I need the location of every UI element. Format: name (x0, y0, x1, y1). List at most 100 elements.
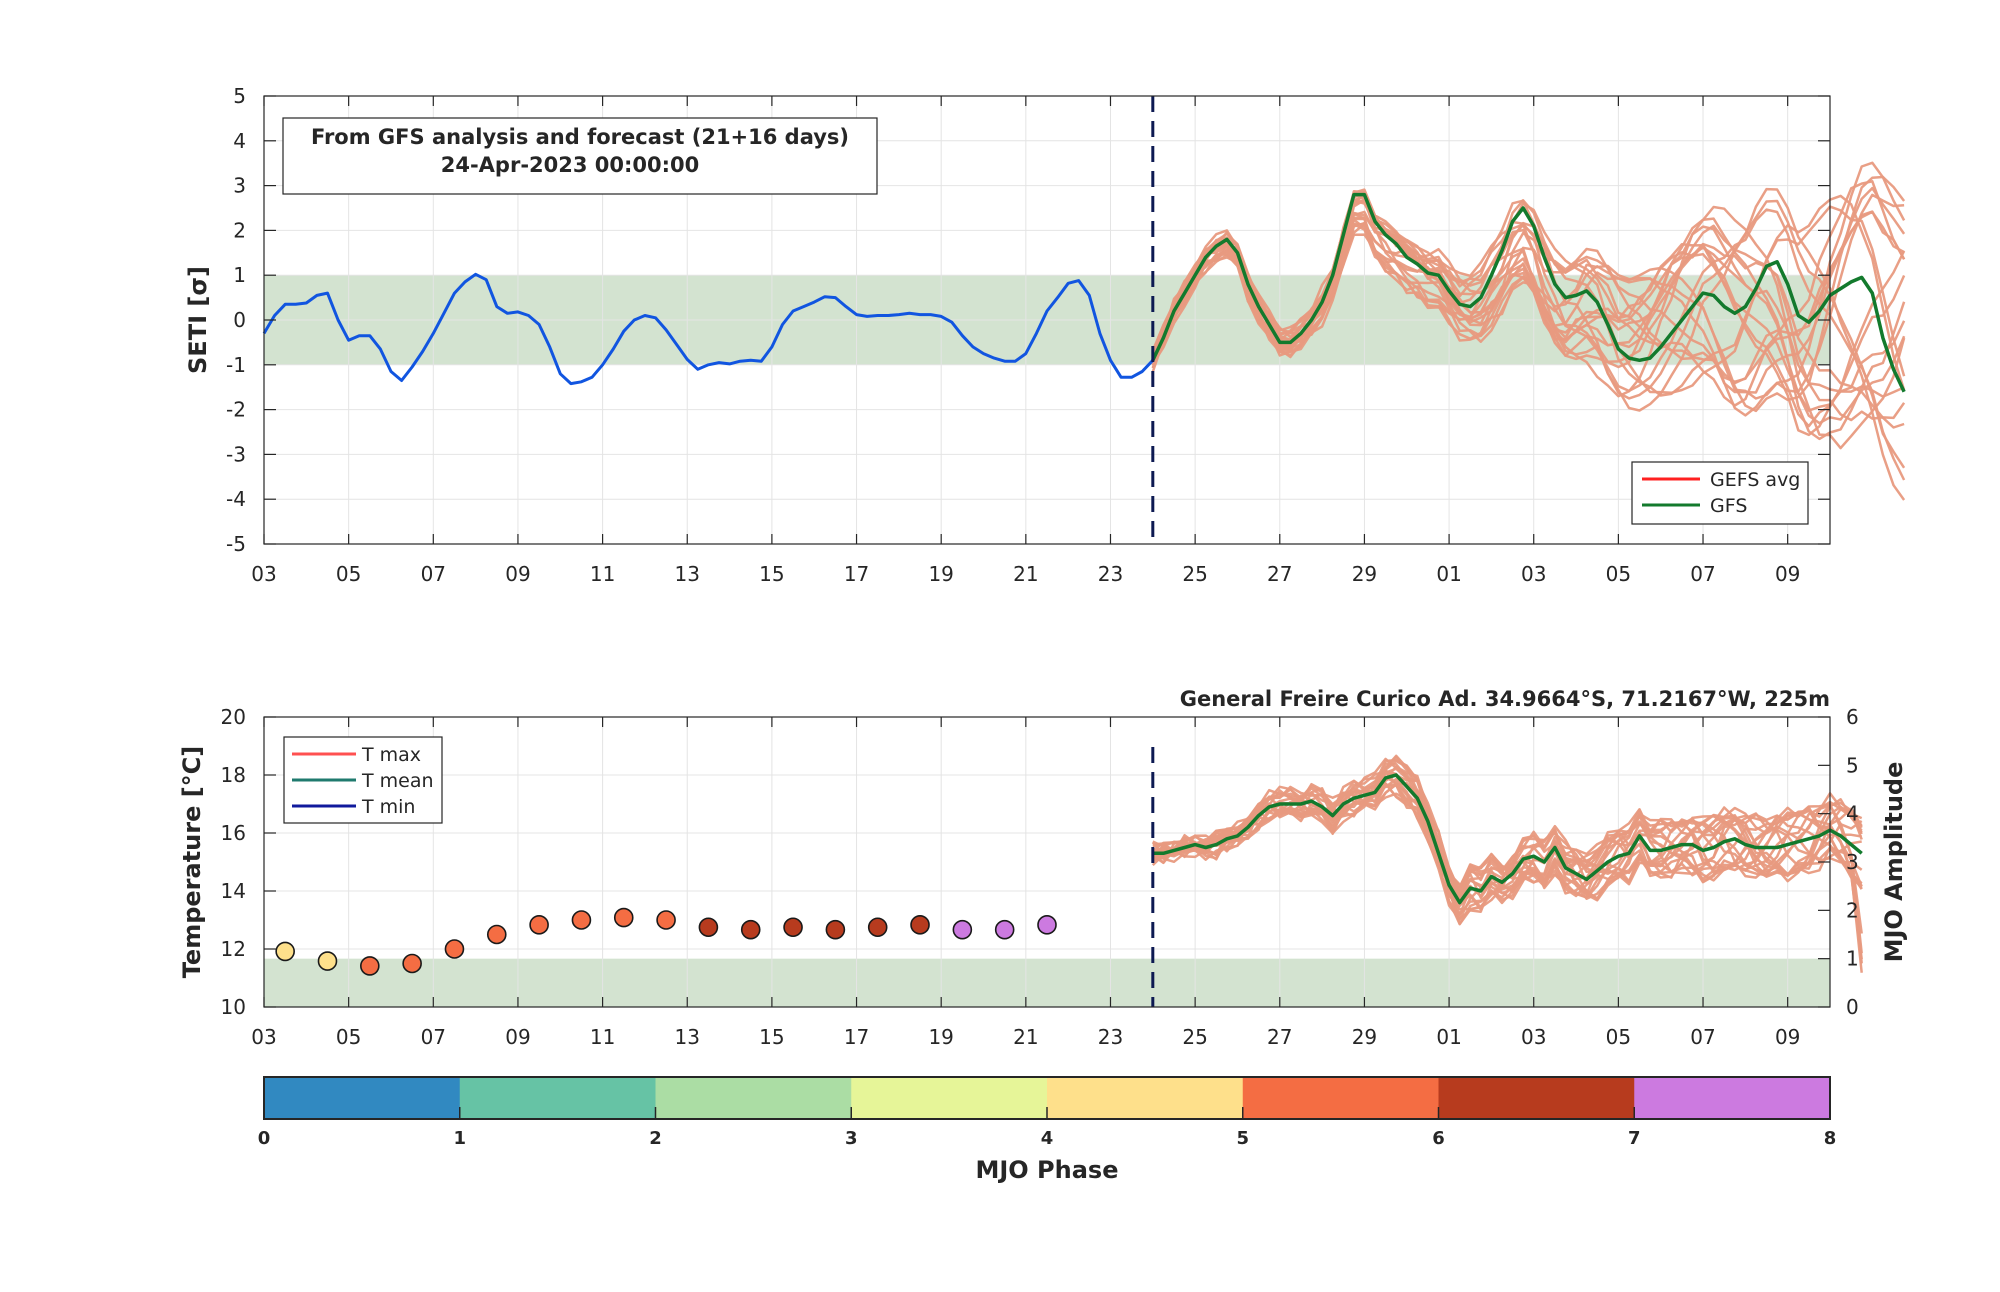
seti-ensemble-member (1151, 199, 1906, 481)
seti-gfs-line (1151, 192, 1906, 393)
colorbar-tick-label: 2 (649, 1128, 662, 1149)
colorbar-cell (1438, 1077, 1635, 1119)
mjo-point (740, 919, 761, 940)
temperature-x-tick-label: 29 (1352, 1025, 1377, 1049)
colorbar-tick-label: 7 (1628, 1128, 1641, 1149)
mjo-amplitude-tick-label: 6 (1846, 705, 1859, 729)
temperature-x-tick-label: 27 (1267, 1025, 1292, 1049)
temperature-x-tick-label: 19 (928, 1025, 953, 1049)
mjo-amplitude-band (264, 958, 1830, 1007)
colorbar-tick-label: 4 (1041, 1128, 1054, 1149)
mjo-point (317, 951, 338, 971)
seti-x-tick-label: 01 (1436, 562, 1461, 586)
colorbar-tick-label: 6 (1432, 1128, 1445, 1149)
legend-gefs-avg-label: GEFS avg (1710, 469, 1800, 491)
seti-panel: 03 05 07 09 11 13 15 17 19 21 23 25 27 29 01 03 05 07 09-5… (184, 84, 1906, 586)
seti-ensemble-member (1151, 180, 1906, 407)
temperature-x-tick-label: 03 (251, 1025, 276, 1049)
temperature-x-tick-label: 09 (1775, 1025, 1800, 1049)
colorbar-tick-label: 0 (258, 1128, 271, 1149)
seti-x-tick-label: 25 (1182, 562, 1207, 586)
colorbar-tick-label: 3 (845, 1128, 858, 1149)
colorbar-cell (851, 1077, 1048, 1119)
colorbar-cell (1242, 1077, 1439, 1119)
mjo-point (613, 907, 634, 928)
seti-x-tick-label: 07 (421, 562, 446, 586)
mjo-amplitude-tick-label: 4 (1846, 802, 1859, 826)
colorbar-cell (459, 1077, 656, 1119)
mjo-amplitude-tick-label: 3 (1846, 850, 1859, 874)
temperature-x-tick-label: 01 (1436, 1025, 1461, 1049)
temperature-ensemble-member (1152, 783, 1863, 960)
temperature-y-tick-label: 18 (221, 763, 246, 787)
mjo-point (910, 915, 930, 935)
seti-x-tick-label: 15 (759, 562, 784, 586)
mjo-point (825, 919, 846, 940)
annotation-line-1: From GFS analysis and forecast (21+16 da… (311, 125, 849, 149)
seti-y-tick-label: 4 (233, 129, 246, 153)
temperature-x-tick-label: 05 (1606, 1025, 1631, 1049)
mjo-point (1037, 915, 1057, 935)
mjo-point (994, 919, 1015, 940)
temperature-y-tick-label: 14 (221, 879, 246, 903)
seti-x-tick-label: 11 (590, 562, 615, 586)
seti-legend (1631, 461, 1809, 525)
temperature-gfs-line (1152, 773, 1863, 905)
seti-x-tick-label: 21 (1013, 562, 1038, 586)
annotation-line-2: 24-Apr-2023 00:00:00 (441, 153, 700, 177)
colorbar-cells (264, 1077, 1831, 1119)
temperature-x-tick-label: 03 (1521, 1025, 1546, 1049)
legend-tmax-label: T max (361, 744, 421, 766)
colorbar-ticks: 0 1 2 3 4 5 6 7 8 (258, 1107, 1836, 1149)
mjo-amplitude-tick-label: 5 (1846, 753, 1859, 777)
seti-x-tick-label: 03 (251, 562, 276, 586)
mjo-point (402, 953, 422, 974)
mjo-point (360, 956, 380, 976)
mjo-amplitude-axis-label: MJO Amplitude (1880, 762, 1908, 963)
temperature-y-tick-label: 20 (221, 705, 246, 729)
mjo-amplitude-tick-label: 2 (1846, 898, 1859, 922)
mjo-point (486, 924, 507, 945)
temperature-x-tick-label: 07 (1690, 1025, 1715, 1049)
seti-x-tick-label: 09 (1775, 562, 1800, 586)
temperature-x-tick-label: 17 (844, 1025, 869, 1049)
seti-x-tick-label: 23 (1098, 562, 1123, 586)
legend-tmean-label: T mean (361, 770, 434, 792)
mjo-amplitude-tick-label: 0 (1846, 995, 1859, 1019)
temperature-ticks: 03 05 07 09 11 13 15 17 19 21 23 25 27 29 01 03 05 07 0910… (221, 705, 1859, 1049)
seti-x-tick-label: 29 (1352, 562, 1377, 586)
seti-y-tick-label: 2 (233, 218, 246, 242)
station-title: General Freire Curico Ad. 34.9664°S, 71.… (1180, 687, 1830, 711)
seti-y-tick-label: -4 (226, 487, 246, 511)
seti-y-tick-label: -3 (226, 442, 246, 466)
seti-x-tick-label: 05 (336, 562, 361, 586)
temperature-ensemble-member (1152, 779, 1863, 891)
seti-y-tick-label: 1 (233, 263, 246, 287)
seti-y-tick-label: -2 (226, 398, 246, 422)
temperature-x-tick-label: 07 (421, 1025, 446, 1049)
seti-ensemble-member (1151, 210, 1905, 385)
seti-x-tick-label: 17 (844, 562, 869, 586)
seti-ensemble-member (1151, 211, 1906, 422)
legend-gfs-label: GFS (1710, 495, 1747, 517)
temperature-y-tick-label: 12 (221, 937, 246, 961)
colorbar-label: MJO Phase (975, 1156, 1118, 1184)
seti-x-tick-label: 27 (1267, 562, 1292, 586)
seti-y-tick-label: 5 (233, 84, 246, 108)
seti-x-tick-label: 07 (1690, 562, 1715, 586)
seti-ticks: 03 05 07 09 11 13 15 17 19 21 23 25 27 29 01 03 05 07 09-5… (226, 84, 1830, 586)
temperature-panel: 03 05 07 09 11 13 15 17 19 21 23 25 27 29 01 03 05 07 0910… (178, 687, 1908, 1049)
seti-observed-line (262, 272, 1154, 386)
seti-y-tick-label: -1 (226, 353, 246, 377)
colorbar-cell (1634, 1077, 1831, 1119)
colorbar-cell (1047, 1077, 1244, 1119)
mjo-point (698, 917, 719, 938)
colorbar-tick-label: 5 (1236, 1128, 1249, 1149)
seti-x-tick-label: 03 (1521, 562, 1546, 586)
colorbar-cell (655, 1077, 852, 1119)
seti-x-tick-label: 09 (505, 562, 530, 586)
temperature-x-tick-label: 11 (590, 1025, 615, 1049)
colorbar-tick-label: 1 (453, 1128, 466, 1149)
temperature-x-tick-label: 23 (1098, 1025, 1123, 1049)
